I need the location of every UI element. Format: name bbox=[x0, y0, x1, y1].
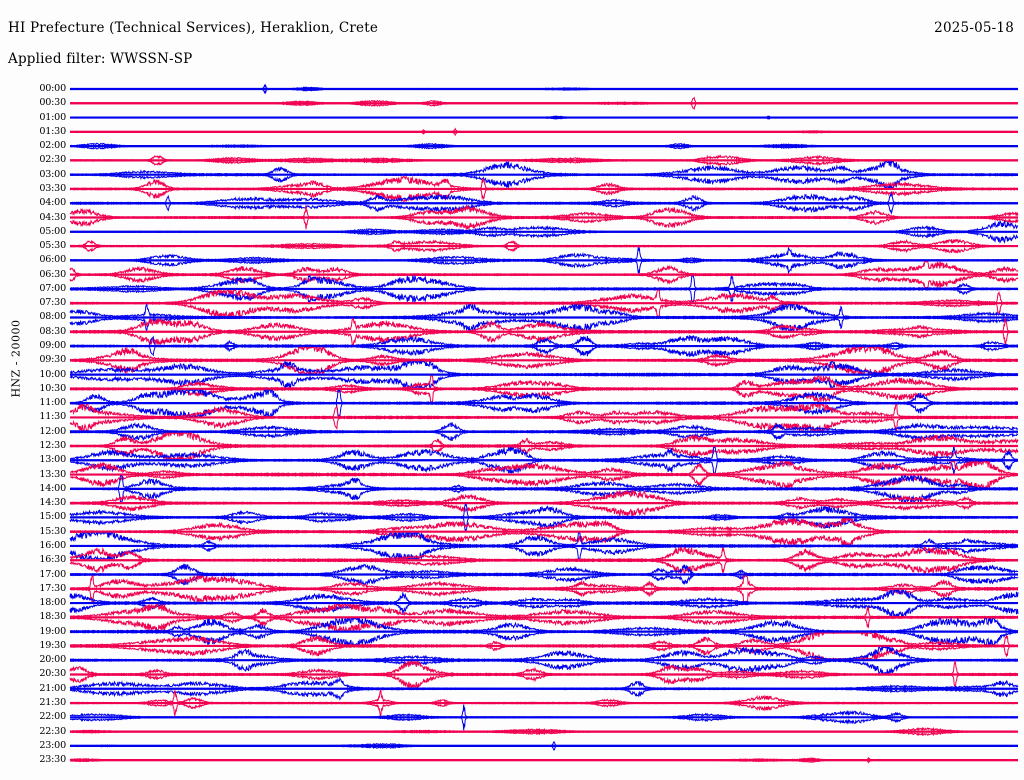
time-tick-label: 01:00 bbox=[39, 111, 66, 123]
time-tick-label: 16:30 bbox=[39, 554, 66, 566]
time-tick-label: 23:00 bbox=[39, 739, 66, 751]
trace-row bbox=[69, 160, 1019, 189]
time-tick-label: 18:30 bbox=[39, 611, 66, 623]
trace-row bbox=[70, 115, 1018, 120]
time-tick-label: 04:00 bbox=[39, 197, 66, 209]
trace-row bbox=[69, 317, 1019, 347]
trace-row bbox=[70, 741, 1018, 751]
trace-row bbox=[69, 421, 1019, 442]
time-tick-label: 02:00 bbox=[39, 140, 66, 152]
trace-row bbox=[69, 175, 1019, 202]
time-tick-label: 10:30 bbox=[39, 382, 66, 394]
trace-row bbox=[69, 726, 1018, 737]
trace-row bbox=[69, 545, 1019, 575]
trace-row bbox=[69, 142, 1018, 150]
trace-row bbox=[69, 154, 1019, 167]
time-tick-label: 11:30 bbox=[39, 411, 66, 423]
time-tick-label: 20:30 bbox=[39, 668, 66, 680]
time-tick-label: 09:00 bbox=[39, 340, 66, 352]
time-tick-label: 14:00 bbox=[39, 482, 66, 494]
page-title: HI Prefecture (Technical Services), Hera… bbox=[8, 20, 379, 36]
trace-row bbox=[70, 83, 1018, 95]
time-tick-label: 21:00 bbox=[39, 682, 66, 694]
time-tick-label: 17:30 bbox=[39, 582, 66, 594]
time-tick-label: 21:30 bbox=[39, 697, 66, 709]
time-tick-label: 12:00 bbox=[39, 425, 66, 437]
time-tick-label: 22:00 bbox=[39, 711, 66, 723]
time-tick-label: 05:00 bbox=[39, 225, 66, 237]
trace-row bbox=[69, 303, 1019, 332]
trace-row bbox=[70, 127, 1018, 137]
time-tick-label: 15:00 bbox=[39, 511, 66, 523]
time-tick-label: 07:30 bbox=[39, 297, 66, 309]
trace-row bbox=[69, 676, 1019, 701]
trace-row bbox=[69, 191, 1019, 215]
trace-row bbox=[69, 402, 1019, 433]
time-tick-label: 19:00 bbox=[39, 625, 66, 637]
time-tick-label: 19:30 bbox=[39, 639, 66, 651]
time-tick-label: 11:00 bbox=[39, 397, 66, 409]
time-tick-label: 18:00 bbox=[39, 597, 66, 609]
trace-row bbox=[69, 574, 1019, 604]
time-tick-label: 01:30 bbox=[39, 125, 66, 137]
time-tick-label: 04:30 bbox=[39, 211, 66, 223]
trace-row bbox=[69, 261, 1019, 289]
time-tick-label: 05:30 bbox=[39, 240, 66, 252]
time-tick-label: 02:30 bbox=[39, 154, 66, 166]
helicorder-plot: 00:00 00:30 01:00 01:30 02:00 02:30 03:00 03:30… bbox=[0, 78, 1024, 778]
applied-filter-label: Applied filter: WWSSN-SP bbox=[8, 51, 193, 67]
time-tick-label: 00:30 bbox=[39, 97, 66, 109]
time-tick-label: 08:30 bbox=[39, 325, 66, 337]
trace-row bbox=[69, 503, 1019, 532]
time-tick-label: 09:30 bbox=[39, 354, 66, 366]
time-tick-label: 06:00 bbox=[39, 254, 66, 266]
trace-row bbox=[69, 460, 1019, 489]
trace-row bbox=[69, 689, 1018, 717]
time-tick-label: 06:30 bbox=[39, 268, 66, 280]
trace-row bbox=[69, 446, 1019, 474]
time-tick-label: 13:00 bbox=[39, 454, 66, 466]
time-tick-label: 08:00 bbox=[39, 311, 66, 323]
trace-row bbox=[70, 238, 1018, 254]
time-tick-label: 07:00 bbox=[39, 282, 66, 294]
trace-row bbox=[69, 289, 1019, 318]
seismogram-traces bbox=[69, 83, 1019, 764]
trace-row bbox=[69, 645, 1018, 675]
trace-row bbox=[69, 563, 1019, 586]
time-tick-label: 20:00 bbox=[39, 654, 66, 666]
time-tick-label: 00:00 bbox=[39, 83, 66, 94]
trace-row bbox=[69, 756, 1018, 764]
trace-row bbox=[69, 474, 1018, 504]
trace-row bbox=[69, 431, 1019, 461]
trace-row bbox=[69, 517, 1019, 547]
time-tick-label: 22:30 bbox=[39, 725, 66, 737]
trace-row bbox=[70, 247, 1019, 274]
trace-row bbox=[70, 96, 1018, 111]
trace-row bbox=[69, 659, 1019, 689]
time-tick-label: 03:00 bbox=[39, 168, 66, 180]
time-tick-label: 15:30 bbox=[39, 525, 66, 537]
trace-row bbox=[69, 602, 1019, 632]
trace-row bbox=[70, 219, 1019, 244]
time-tick-label: 17:00 bbox=[39, 568, 66, 580]
trace-row bbox=[69, 359, 1019, 390]
trace-row bbox=[69, 388, 1019, 418]
trace-row bbox=[69, 616, 1019, 647]
time-tick-label: 10:00 bbox=[39, 368, 66, 380]
time-tick-label: 14:30 bbox=[39, 497, 66, 509]
time-axis-tick-labels: 00:00 00:30 01:00 01:30 02:00 02:30 03:00 03:30… bbox=[0, 78, 70, 778]
trace-row bbox=[69, 489, 1019, 517]
record-date: 2025-05-18 bbox=[934, 20, 1014, 36]
time-tick-label: 16:00 bbox=[39, 539, 66, 551]
time-tick-label: 23:30 bbox=[39, 754, 66, 766]
time-tick-label: 12:30 bbox=[39, 440, 66, 451]
time-tick-label: 13:30 bbox=[39, 468, 66, 480]
trace-row bbox=[69, 531, 1019, 561]
trace-row bbox=[69, 704, 1019, 731]
trace-row bbox=[69, 205, 1019, 230]
trace-row bbox=[69, 589, 1019, 617]
time-tick-label: 03:30 bbox=[39, 182, 66, 194]
trace-row bbox=[69, 274, 1019, 304]
